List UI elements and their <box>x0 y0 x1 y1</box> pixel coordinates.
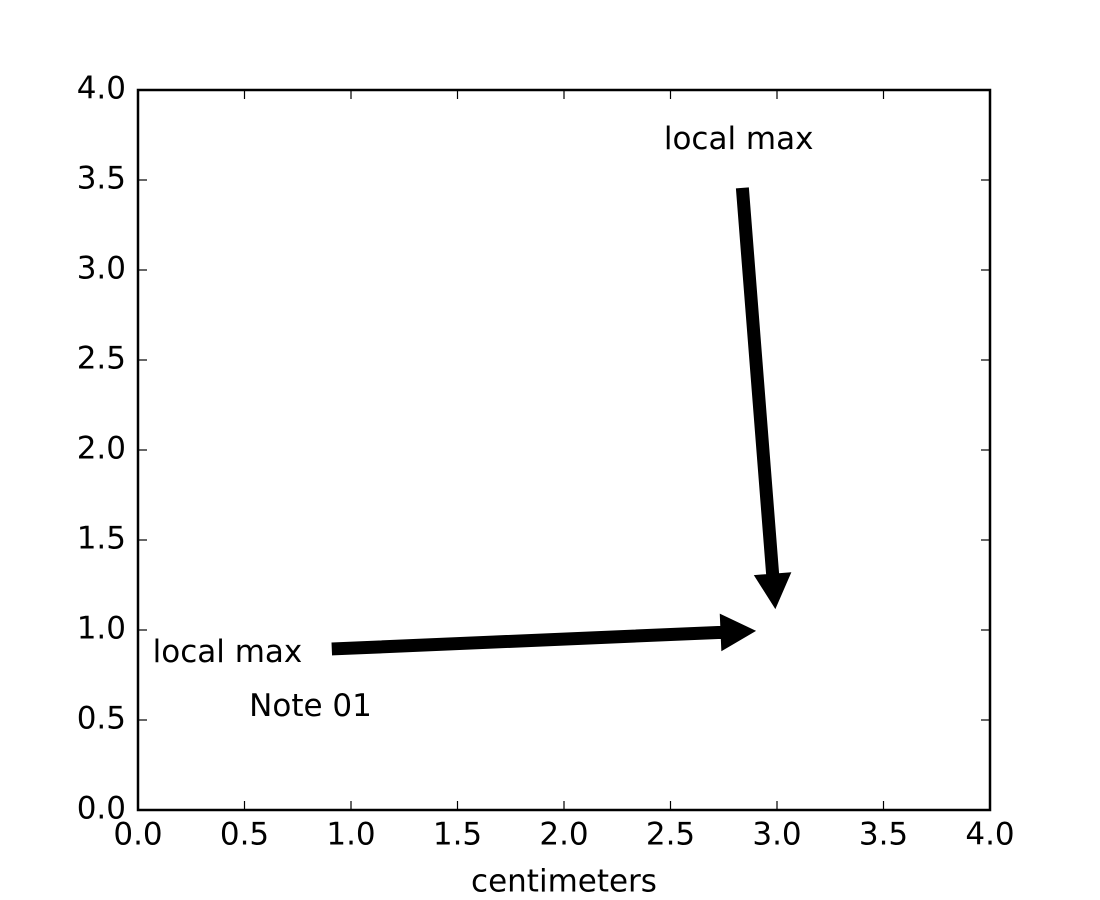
y-tick-label: 0.5 <box>77 701 126 737</box>
annotation-arrow <box>735 187 792 610</box>
x-tick-label: 0.5 <box>220 817 269 853</box>
annotation-text: local max <box>664 121 814 157</box>
annotation-arrow <box>331 613 757 656</box>
x-tick-label: 1.5 <box>433 817 482 853</box>
annotation-text: Note 01 <box>249 688 372 724</box>
annotation-text: local max <box>153 634 303 670</box>
y-tick-label: 0.0 <box>77 791 126 827</box>
y-tick-label: 3.0 <box>77 251 126 287</box>
y-tick-label: 3.5 <box>77 161 126 197</box>
x-tick-label: 3.0 <box>752 817 801 853</box>
x-tick-label: 4.0 <box>965 817 1014 853</box>
y-tick-label: 1.5 <box>77 521 126 557</box>
y-tick-label: 2.0 <box>77 431 126 467</box>
x-tick-label: 1.0 <box>326 817 375 853</box>
x-tick-label: 3.5 <box>859 817 908 853</box>
x-axis-label: centimeters <box>471 864 657 900</box>
x-tick-label: 2.5 <box>646 817 695 853</box>
y-tick-label: 2.5 <box>77 341 126 377</box>
y-tick-label: 4.0 <box>77 71 126 107</box>
x-tick-label: 0.0 <box>113 817 162 853</box>
y-tick-label: 1.0 <box>77 611 126 647</box>
x-tick-label: 2.0 <box>539 817 588 853</box>
